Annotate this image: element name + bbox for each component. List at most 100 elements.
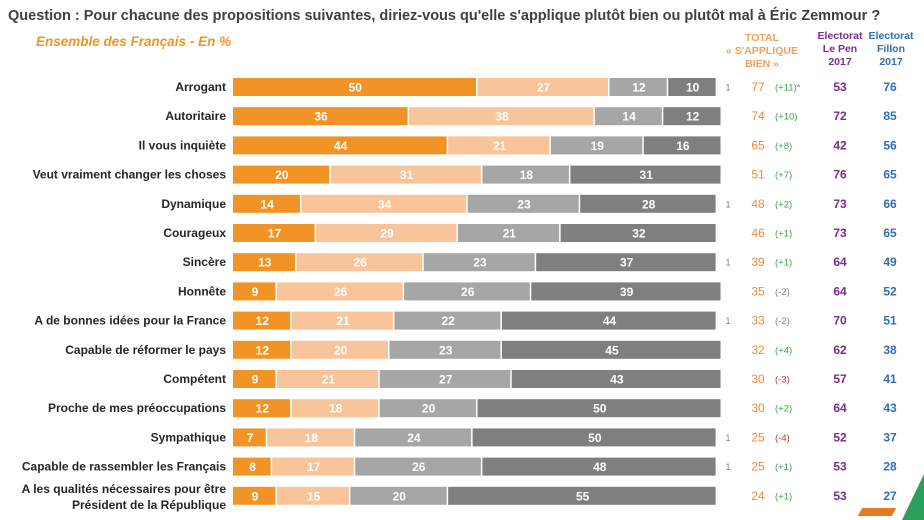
bar-segment-tres-mal	[482, 457, 716, 476]
evolution-value: (+4)	[775, 345, 792, 356]
lepen-header-line: Le Pen	[822, 43, 858, 55]
bar-segment-plutot-bien	[267, 428, 354, 447]
category-label-line: Autoritaire	[165, 109, 226, 123]
bar-value-label: 21	[503, 227, 517, 241]
evolution-value: (-3)	[775, 375, 790, 386]
lepen-electorate-value: 53	[833, 80, 847, 94]
bar-segment-plutot-mal	[594, 107, 662, 126]
bar-segment-plutot-bien	[272, 457, 354, 476]
lepen-electorate-value: 52	[833, 430, 847, 444]
bar-segment-tres-mal	[663, 107, 721, 126]
bar-value-label: 37	[620, 256, 634, 270]
bar-segment-tres-bien	[233, 399, 291, 418]
bar-value-label: 24	[407, 431, 421, 445]
bar-segment-plutot-bien	[448, 136, 550, 155]
category-label-line: Proche de mes préoccupations	[48, 401, 226, 415]
category-label-line: Arrogant	[175, 80, 226, 94]
bar-value-label: 34	[378, 197, 392, 211]
fillon-header-line: Electorat	[868, 30, 914, 42]
evolution-value: (+11)*	[775, 83, 801, 94]
bar-segment-tres-bien	[233, 370, 276, 388]
bar-value-label: 19	[591, 139, 605, 153]
chart-subtitle: Ensemble des Français - En %	[36, 34, 232, 49]
bar-segment-tres-mal	[643, 136, 721, 155]
bar-segment-plutot-bien	[277, 486, 349, 505]
total-bien-value: 51	[751, 168, 765, 182]
bar-value-label: 44	[334, 139, 348, 153]
fillon-electorate-value: 49	[883, 255, 897, 269]
bar-value-label: 21	[336, 314, 350, 328]
category-label: Proche de mes préoccupations	[48, 401, 226, 415]
bar-value-label: 50	[588, 431, 602, 445]
bar-value-label: 8	[249, 460, 256, 474]
total-bien-value: 30	[751, 372, 765, 386]
bar-value-label: 26	[334, 285, 348, 299]
evolution-value: (+1)	[775, 258, 792, 269]
bar-value-label: 50	[593, 402, 607, 416]
bar-value-label: 18	[520, 168, 534, 182]
evolution-value: (-2)	[775, 316, 790, 327]
category-label: Il vous inquiète	[139, 138, 227, 152]
bar-value-label: 50	[349, 81, 363, 95]
bar-value-label: 9	[252, 373, 259, 387]
bar-value-label: 14	[622, 110, 636, 124]
decorative-corner-stripe	[857, 508, 897, 516]
bar-segment-plutot-bien	[409, 107, 594, 126]
fillon-electorate-value: 85	[883, 109, 897, 123]
lepen-electorate-value: 70	[833, 314, 847, 328]
total-bien-value: 25	[751, 460, 765, 474]
no-answer-label: 1	[725, 433, 730, 443]
bar-value-label: 9	[252, 489, 259, 503]
bar-segment-plutot-mal	[355, 428, 472, 447]
bar-value-label: 17	[307, 460, 321, 474]
bar-value-label: 28	[642, 197, 656, 211]
category-label-line: Honnête	[178, 284, 226, 298]
bar-segment-plutot-bien	[301, 194, 467, 213]
category-label: A les qualités nécessaires pour être Prés…	[22, 482, 227, 512]
bar-segment-plutot-bien	[316, 224, 457, 242]
category-label: Dynamique	[161, 197, 226, 211]
bar-segment-plutot-mal	[404, 282, 530, 301]
bar-value-label: 29	[380, 227, 394, 241]
category-label: Sincère	[183, 255, 227, 269]
bar-value-label: 23	[473, 256, 487, 270]
bar-value-label: 26	[353, 256, 367, 270]
bar-segment-tres-bien	[233, 136, 447, 155]
lepen-electorate-value: 76	[833, 168, 847, 182]
fillon-electorate-value: 52	[883, 284, 897, 298]
bar-segment-plutot-mal	[423, 253, 535, 272]
bar-value-label: 21	[493, 139, 507, 153]
bar-value-label: 27	[439, 373, 453, 387]
bar-value-label: 12	[256, 402, 270, 416]
total-bien-value: 35	[751, 284, 765, 298]
total-bien-value: 74	[751, 109, 765, 123]
bar-segment-plutot-bien	[330, 165, 481, 184]
category-label-line: Sincère	[183, 255, 227, 269]
category-label-line: A de bonnes idées pour la France	[34, 314, 226, 328]
bar-value-label: 20	[393, 489, 407, 503]
lepen-electorate-value: 73	[833, 226, 847, 240]
lepen-header-line: Electorat	[817, 30, 863, 42]
total-bien-value: 25	[751, 430, 765, 444]
fillon-column-header: Electorat Fillon 2017	[858, 30, 924, 69]
category-label-line: Il vous inquiète	[139, 138, 227, 152]
lepen-column-header: Electorat Le Pen 2017	[800, 30, 880, 69]
no-answer-label: 1	[725, 462, 730, 472]
total-bien-value: 30	[751, 401, 765, 415]
bar-segment-tres-bien	[233, 78, 476, 96]
lepen-electorate-value: 53	[833, 460, 847, 474]
lepen-electorate-value: 62	[833, 343, 847, 357]
no-answer-label: 1	[725, 316, 730, 326]
bar-segment-plutot-mal	[467, 194, 579, 213]
bar-value-label: 12	[686, 110, 700, 124]
total-bien-value: 32	[751, 343, 765, 357]
bar-segment-plutot-mal	[550, 136, 643, 155]
bar-value-label: 21	[322, 373, 336, 387]
bar-value-label: 15	[307, 489, 321, 503]
lepen-electorate-value: 72	[833, 109, 847, 123]
bar-value-label: 44	[603, 314, 617, 328]
bar-value-label: 20	[275, 168, 289, 182]
bar-segment-tres-bien	[233, 457, 271, 476]
evolution-value: (+1)	[775, 491, 792, 502]
